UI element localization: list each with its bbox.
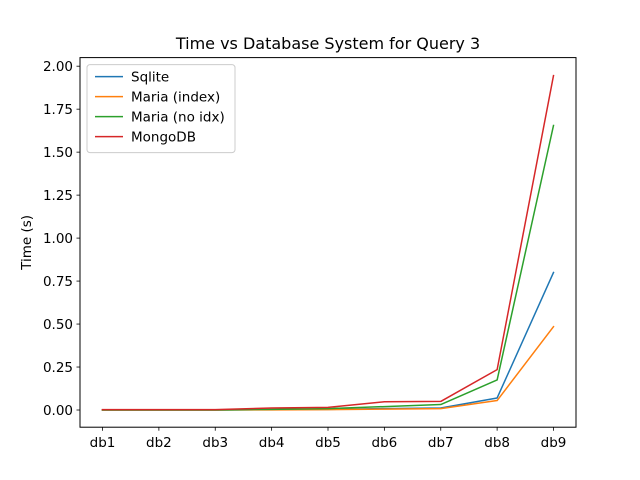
x-tick-label: db5 bbox=[315, 435, 341, 451]
series-layer bbox=[101, 74, 555, 411]
x-tick-label: db9 bbox=[541, 435, 567, 451]
y-tick-label: 1.25 bbox=[43, 188, 73, 204]
x-tick-label: db8 bbox=[484, 435, 510, 451]
x-tick-label: db6 bbox=[372, 435, 398, 451]
y-tick-label: 1.50 bbox=[43, 145, 73, 161]
legend-box bbox=[86, 64, 236, 154]
y-tick-label: 2.00 bbox=[43, 59, 73, 75]
legend: Sqlite Maria (index) Maria (no idx) MongoDB bbox=[86, 64, 236, 154]
x-tick-label: db1 bbox=[90, 435, 116, 451]
chart-title: Time vs Database System for Query 3 bbox=[175, 34, 480, 53]
x-tick-label: db3 bbox=[202, 435, 228, 451]
x-tick-label: db2 bbox=[146, 435, 172, 451]
y-tick-label: 0.00 bbox=[43, 403, 73, 419]
y-tick-label: 0.50 bbox=[43, 317, 73, 333]
x-tick-label: db4 bbox=[259, 435, 285, 451]
y-axis: 0.00 0.25 0.50 0.75 1.00 1.25 1.50 1.75 2.00 bbox=[43, 59, 80, 419]
legend-label: Maria (no idx) bbox=[131, 109, 225, 125]
y-tick-label: 0.25 bbox=[43, 360, 73, 376]
y-axis-label: Time (s) bbox=[19, 215, 35, 271]
y-tick-label: 1.75 bbox=[43, 102, 73, 118]
x-axis: db1 db2 db3 db4 db5 db6 db7 db8 db9 bbox=[90, 427, 567, 451]
series-line-mongodb bbox=[101, 74, 555, 411]
y-tick-label: 1.00 bbox=[43, 231, 73, 247]
legend-label: Maria (index) bbox=[131, 89, 220, 105]
x-tick-label: db7 bbox=[428, 435, 454, 451]
legend-label: MongoDB bbox=[131, 129, 196, 145]
legend-label: Sqlite bbox=[131, 69, 169, 85]
y-tick-label: 0.75 bbox=[43, 274, 73, 290]
